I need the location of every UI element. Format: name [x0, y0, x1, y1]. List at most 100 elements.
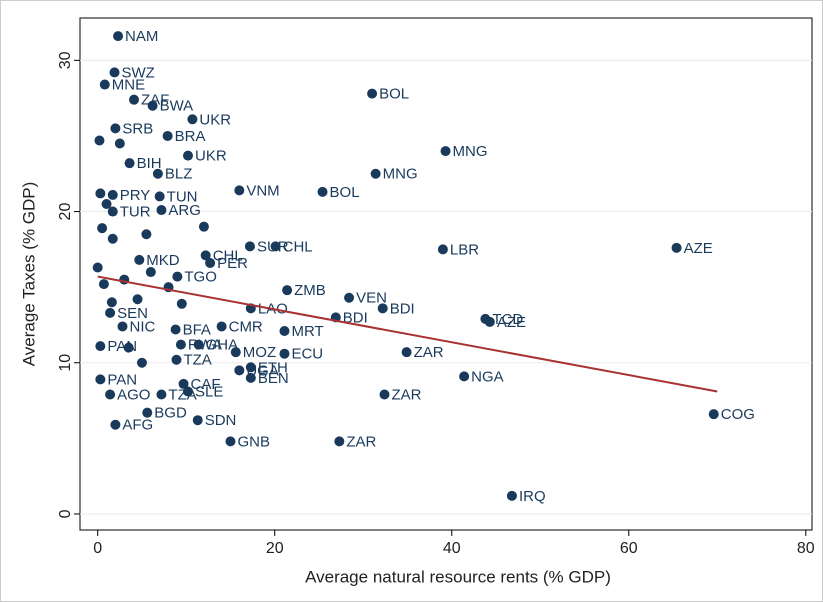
point — [95, 374, 106, 385]
x-tick-label: 80 — [797, 540, 815, 557]
point — [142, 407, 153, 418]
point-label: MNE — [112, 77, 145, 94]
point — [367, 88, 378, 99]
point-label: TZA — [168, 386, 196, 403]
point — [440, 146, 451, 157]
point-label: IRQ — [519, 488, 546, 505]
y-tick-label: 0 — [57, 509, 74, 518]
point — [379, 389, 390, 400]
point-label: ARG — [168, 202, 201, 219]
y-tick-label: 30 — [57, 51, 74, 69]
y-tick-label: 10 — [57, 354, 74, 372]
point-label: MNG — [453, 143, 488, 160]
point — [279, 348, 290, 359]
point — [270, 241, 281, 252]
point-label: VNM — [246, 182, 279, 199]
point — [98, 279, 109, 290]
point-label: NAM — [125, 28, 158, 45]
point-label: GHA — [206, 337, 239, 354]
point — [216, 321, 227, 332]
point — [147, 100, 158, 111]
point — [198, 221, 209, 232]
point-label: VEN — [356, 290, 387, 307]
point — [134, 254, 145, 265]
point — [106, 297, 117, 308]
plot-area — [79, 17, 813, 531]
point — [107, 206, 118, 217]
point — [245, 362, 256, 373]
point-label: BDI — [343, 309, 368, 326]
point-label: GNB — [237, 433, 270, 450]
point-label: TUN — [167, 188, 198, 205]
point — [230, 347, 241, 358]
point-label: BOL — [379, 86, 409, 103]
fit-line — [97, 275, 718, 393]
point — [437, 244, 448, 255]
point — [344, 292, 355, 303]
point — [484, 316, 495, 327]
point — [200, 250, 211, 261]
point — [170, 324, 181, 335]
point — [123, 342, 134, 353]
point — [370, 168, 381, 179]
point — [187, 114, 198, 125]
point — [114, 138, 125, 149]
point — [182, 386, 193, 397]
point-label: MRT — [291, 323, 323, 340]
point-label: TCD — [492, 311, 523, 328]
point-label: ECU — [291, 346, 323, 363]
point — [124, 158, 135, 169]
point — [234, 365, 245, 376]
point-label: BOL — [330, 184, 360, 201]
point-label: LBR — [450, 241, 479, 258]
point — [225, 436, 236, 447]
point-label: AGO — [117, 386, 150, 403]
point — [128, 94, 139, 105]
point — [99, 79, 110, 90]
point — [141, 229, 152, 240]
point — [401, 347, 412, 358]
x-tick-label: 40 — [443, 540, 461, 557]
point — [193, 339, 204, 350]
point-label: CMR — [229, 318, 263, 335]
point — [154, 191, 165, 202]
point — [136, 357, 147, 368]
point-label: AZE — [684, 240, 713, 257]
point — [132, 294, 143, 305]
point-label: ZAR — [391, 386, 421, 403]
point-label: TUR — [120, 204, 151, 221]
point — [110, 123, 121, 134]
point-label: MOZ — [243, 344, 276, 361]
point-label: SEN — [117, 305, 148, 322]
x-axis-label: Average natural resource rents (% GDP) — [305, 567, 611, 586]
point-label: MKD — [146, 252, 180, 269]
point — [459, 371, 470, 382]
point — [105, 389, 116, 400]
point-label: SWZ — [122, 64, 155, 81]
point — [205, 257, 216, 268]
point — [97, 223, 108, 234]
point — [110, 419, 121, 430]
point — [107, 189, 118, 200]
point-label: TZA — [183, 352, 211, 369]
x-tick-label: 0 — [93, 540, 102, 557]
point — [101, 198, 112, 209]
point — [152, 168, 163, 179]
point — [107, 233, 118, 244]
point — [245, 372, 256, 383]
point — [95, 341, 106, 352]
point — [175, 339, 186, 350]
point-label: BFA — [183, 321, 211, 338]
point-label: SDN — [205, 412, 237, 429]
point — [95, 188, 106, 199]
point-label: ZMB — [294, 282, 326, 299]
point-label: CHL — [283, 238, 313, 255]
point-label: BDI — [390, 300, 415, 317]
point-label: NGA — [471, 368, 504, 385]
point — [708, 409, 719, 420]
point — [178, 378, 189, 389]
point — [282, 285, 293, 296]
point-label: TGO — [184, 269, 217, 286]
point — [182, 150, 193, 161]
point — [92, 262, 103, 273]
